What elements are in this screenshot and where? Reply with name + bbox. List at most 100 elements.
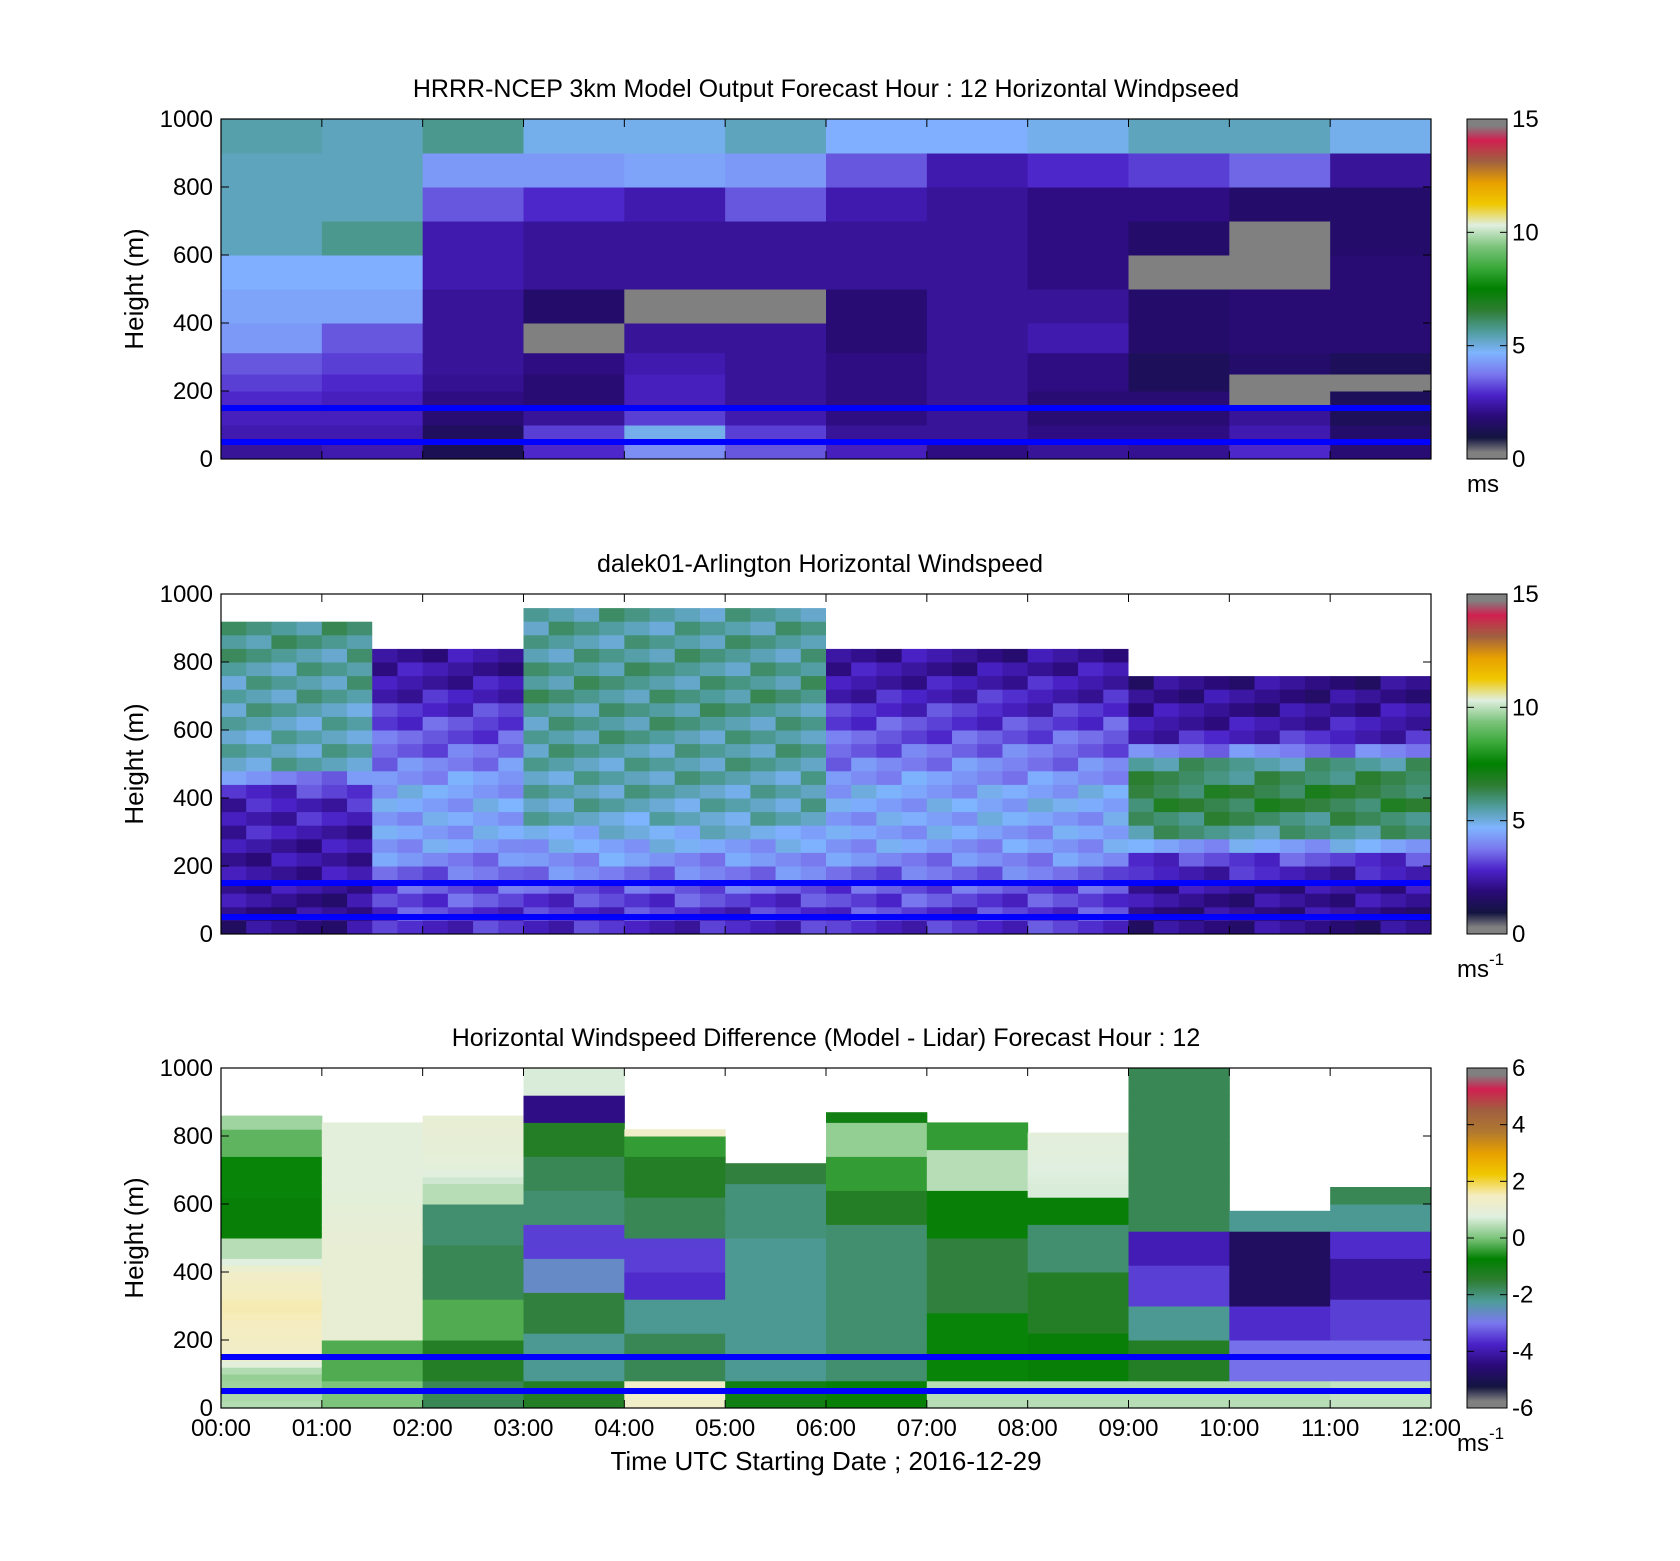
heatmap-cell xyxy=(826,391,928,409)
heatmap-cell xyxy=(1355,607,1382,622)
heatmap-cell xyxy=(750,730,777,745)
heatmap-cell xyxy=(347,662,373,677)
heatmap-cell xyxy=(649,634,676,649)
heatmap-cell xyxy=(624,374,726,392)
heatmap-cell xyxy=(347,634,373,649)
heatmap-cell xyxy=(926,1197,1029,1205)
heatmap-cell xyxy=(1027,1312,1129,1321)
heatmap-cell xyxy=(926,621,953,636)
heatmap-cell xyxy=(1027,1210,1129,1219)
heatmap-cell xyxy=(523,702,550,717)
heatmap-cell xyxy=(624,1312,726,1321)
heatmap-cell xyxy=(246,634,272,649)
heatmap-cell xyxy=(347,838,373,853)
heatmap-cell xyxy=(1405,838,1431,853)
heatmap-cell xyxy=(1229,289,1331,324)
heatmap-cell xyxy=(1178,634,1205,649)
heatmap-cell xyxy=(1330,1360,1431,1368)
heatmap-cell xyxy=(246,784,272,799)
heatmap-cell xyxy=(826,1115,928,1123)
heatmap-cell xyxy=(599,757,625,772)
heatmap-cell xyxy=(1229,689,1256,704)
heatmap-cell xyxy=(1254,607,1281,622)
heatmap-cell xyxy=(1002,770,1029,785)
heatmap-cell xyxy=(1254,594,1281,609)
heatmap-cell xyxy=(674,893,701,908)
heatmap-cell xyxy=(800,702,827,717)
heatmap-cell xyxy=(296,757,323,772)
heatmap-cell xyxy=(1052,866,1079,881)
heatmap-cell xyxy=(1304,621,1331,636)
heatmap-cell xyxy=(1178,730,1205,745)
heatmap-cell xyxy=(523,153,625,188)
heatmap-cell xyxy=(221,1122,323,1130)
heatmap-cell xyxy=(1103,838,1129,853)
heatmap-cell xyxy=(1229,119,1331,154)
heatmap-cell xyxy=(1330,323,1431,354)
heatmap-cell xyxy=(926,1251,1029,1259)
heatmap-cell xyxy=(321,1204,424,1212)
heatmap-cell xyxy=(750,662,777,677)
heatmap-cell xyxy=(271,621,298,636)
heatmap-cell xyxy=(321,1251,424,1259)
heatmap-cell xyxy=(422,634,449,649)
heatmap-cell xyxy=(1330,1204,1431,1212)
heatmap-cell xyxy=(1178,702,1205,717)
heatmap-cell xyxy=(1153,594,1180,609)
heatmap-cell xyxy=(725,1183,827,1191)
heatmap-cell xyxy=(826,702,852,717)
heatmap-cell xyxy=(1052,825,1079,840)
heatmap-cell xyxy=(876,607,903,622)
heatmap-cell xyxy=(347,730,373,745)
heatmap-cell xyxy=(624,153,726,188)
heatmap-cell xyxy=(422,1129,524,1137)
heatmap-cell xyxy=(699,621,726,636)
heatmap-cell xyxy=(1128,1401,1230,1408)
heatmap-cell xyxy=(221,408,323,426)
heatmap-cell xyxy=(952,607,978,622)
heatmap-cell xyxy=(1330,866,1356,881)
heatmap-cell xyxy=(1128,607,1155,622)
heatmap-cell xyxy=(876,743,903,758)
heatmap-cell xyxy=(548,798,575,813)
heatmap-cell xyxy=(321,811,348,826)
heatmap-cell xyxy=(624,1380,726,1389)
heatmap-cell xyxy=(876,784,903,799)
heatmap-cell xyxy=(599,730,625,745)
heatmap-cell xyxy=(1229,648,1256,663)
heatmap-cell xyxy=(624,1210,726,1219)
heatmap-cell xyxy=(498,798,524,813)
heatmap-cell xyxy=(1128,374,1230,392)
heatmap-cell xyxy=(800,743,827,758)
heatmap-cell xyxy=(246,798,272,813)
heatmap-cell xyxy=(523,1088,625,1096)
heatmap-cell xyxy=(296,594,323,609)
heatmap-cell xyxy=(523,1285,625,1293)
heatmap-cell xyxy=(422,1122,524,1130)
heatmap-cell xyxy=(1304,689,1331,704)
heatmap-cell xyxy=(1128,1088,1230,1096)
heatmap-cell xyxy=(725,1244,827,1253)
heatmap-cell xyxy=(1153,757,1180,772)
heatmap-cell xyxy=(1078,662,1104,677)
heatmap-cell xyxy=(1229,255,1331,290)
heatmap-cell xyxy=(1229,1312,1331,1321)
heatmap-cell xyxy=(1355,757,1382,772)
heatmap-cell xyxy=(1128,1210,1230,1219)
heatmap-cell xyxy=(851,866,877,881)
heatmap-cell xyxy=(699,675,726,690)
heatmap-cell xyxy=(725,352,827,375)
heatmap-cell xyxy=(422,648,449,663)
heatmap-cell xyxy=(624,1374,726,1382)
heatmap-cell xyxy=(321,1149,424,1157)
heatmap-cell xyxy=(750,594,777,609)
heatmap-cell xyxy=(296,716,323,731)
heatmap-cell xyxy=(1330,716,1356,731)
heatmap-cell xyxy=(977,866,1003,881)
heatmap-cell xyxy=(1330,1197,1431,1205)
heatmap-cell xyxy=(1128,1285,1230,1293)
heatmap-cell xyxy=(826,621,852,636)
ytick-label: 0 xyxy=(200,446,213,473)
xtick-label: 02:00 xyxy=(393,1415,453,1442)
heatmap-cell xyxy=(926,648,953,663)
